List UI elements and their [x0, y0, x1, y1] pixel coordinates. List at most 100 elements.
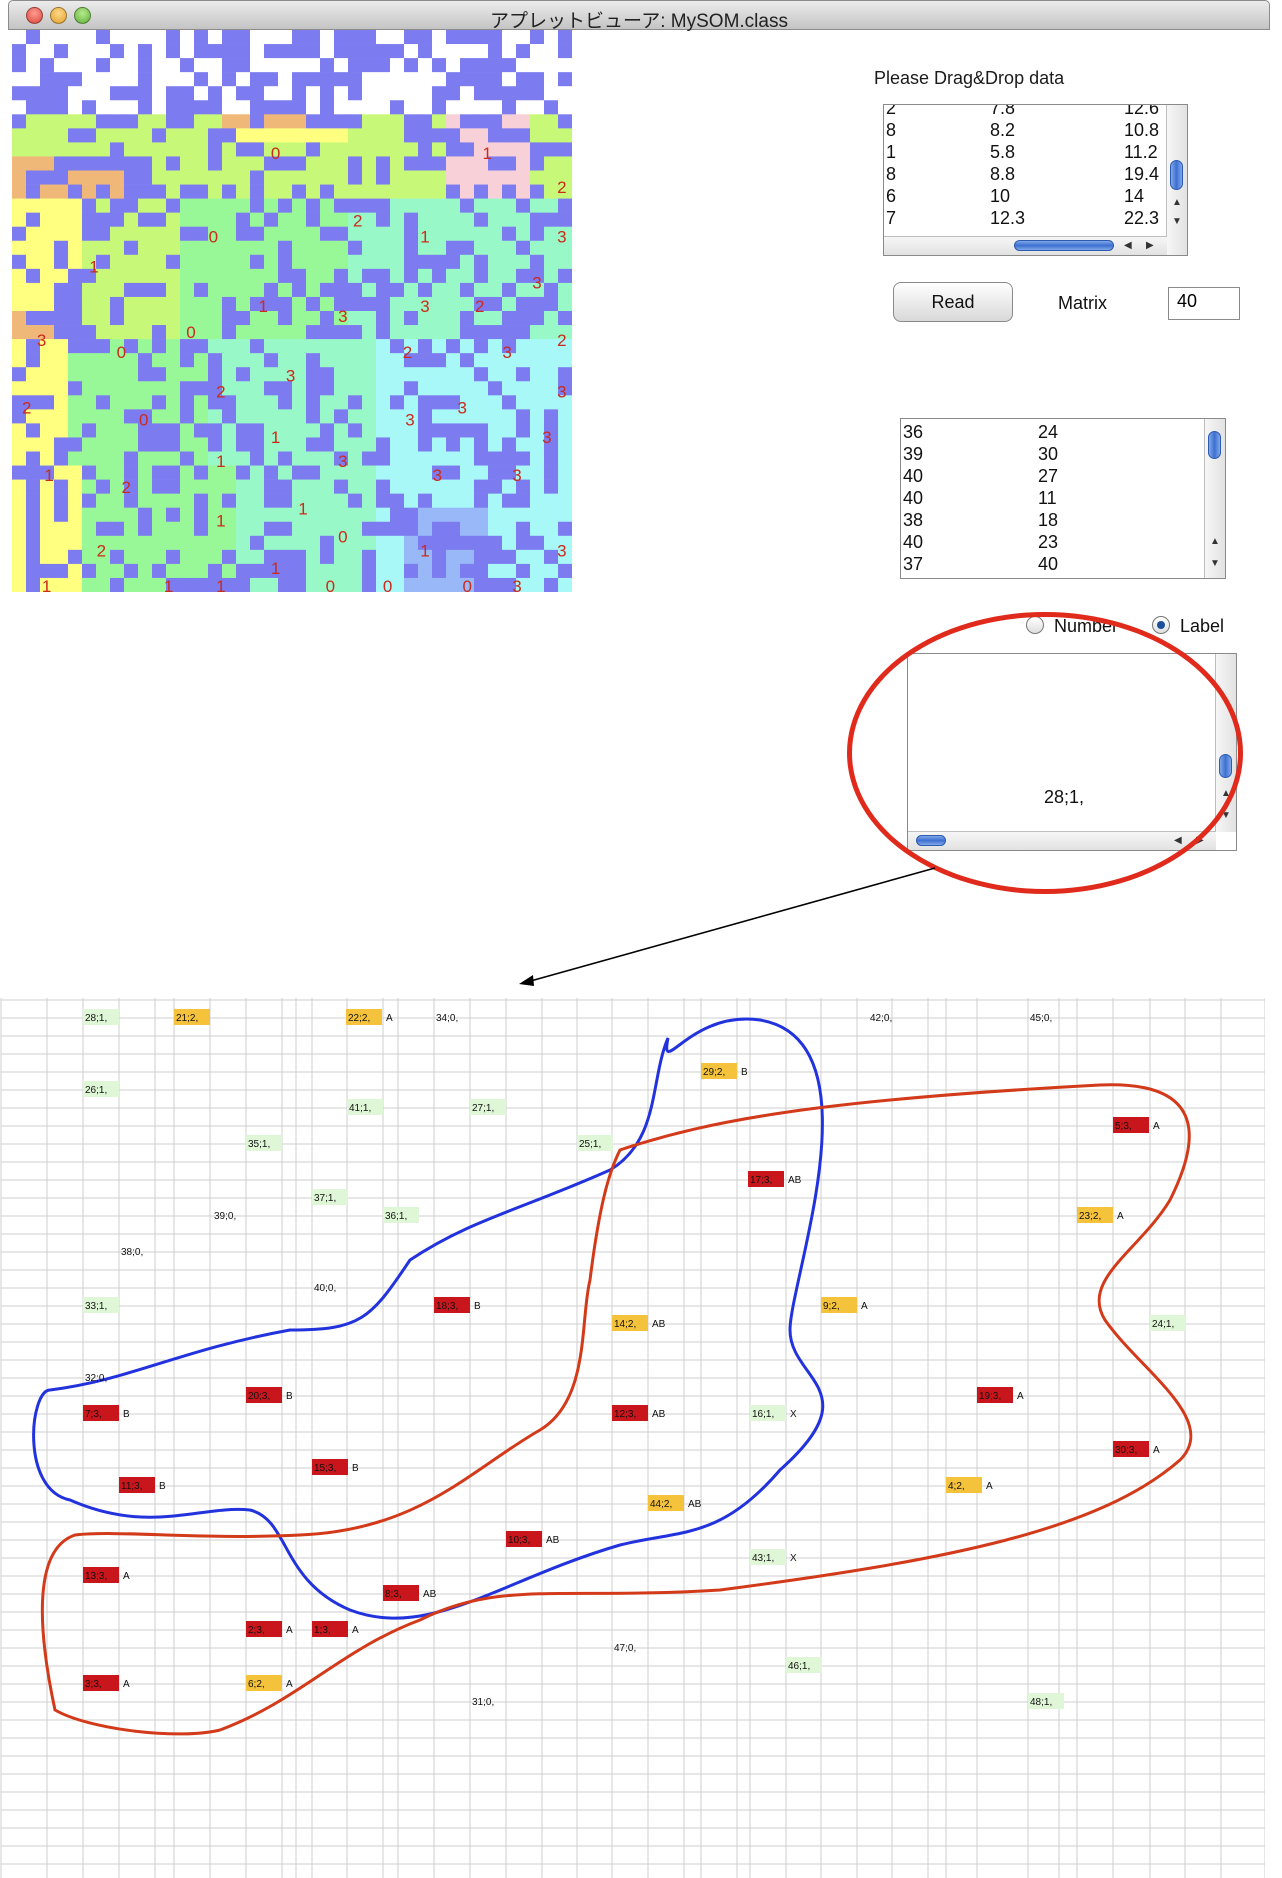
- som-cell: [404, 367, 419, 382]
- node-label-bg: [174, 1009, 210, 1025]
- som-cell: [376, 381, 391, 396]
- som-cell: [362, 535, 377, 551]
- som-cell: [460, 30, 475, 45]
- som-cell: [306, 44, 321, 59]
- som-cell: [488, 184, 503, 199]
- som-cell: [250, 212, 265, 227]
- scroll-up-icon[interactable]: ▲: [1210, 536, 1220, 547]
- zoom-window-button[interactable]: [74, 7, 91, 24]
- data-row[interactable]: 2 7.8 12.6: [884, 105, 1187, 120]
- coord-row[interactable]: 39 30: [901, 444, 1225, 466]
- coord-row[interactable]: 40 27: [901, 466, 1225, 488]
- som-cell: [124, 339, 139, 354]
- som-cell: [544, 339, 559, 354]
- som-cell: [418, 339, 433, 354]
- data-row[interactable]: 8 8.2 10.8: [884, 120, 1187, 142]
- som-cell: [96, 226, 111, 242]
- som-cell: [334, 563, 349, 579]
- som-cell: [208, 296, 223, 312]
- som-cell: [320, 563, 335, 579]
- som-cell: [544, 44, 559, 59]
- som-cell: [26, 339, 41, 354]
- som-cell: [334, 296, 349, 312]
- som-cell: [348, 198, 363, 213]
- som-cell: [474, 156, 489, 171]
- window-titlebar[interactable]: アプレットビューア: MySOM.class: [8, 0, 1270, 32]
- coord-row[interactable]: 38 18: [901, 510, 1225, 532]
- data-row[interactable]: 8 8.8 19.4: [884, 164, 1187, 186]
- data-list-hscroll[interactable]: ◀ ▶: [884, 236, 1167, 255]
- som-cell: [432, 254, 447, 270]
- som-cell: [222, 282, 237, 298]
- coord-cell: 30: [1038, 444, 1059, 464]
- data-list-vthumb[interactable]: [1170, 160, 1183, 190]
- coordinates-list[interactable]: 37 40 40 23 38 18 40 11 40 27 39 30 36 24 ▲ ▼: [900, 418, 1226, 579]
- som-cell: [334, 198, 349, 213]
- som-cell: [250, 409, 265, 424]
- data-row[interactable]: 1 5.8 11.2: [884, 142, 1187, 164]
- coord-row[interactable]: 37 40: [901, 554, 1225, 576]
- minimize-window-button[interactable]: [50, 7, 67, 24]
- som-cell: [222, 395, 237, 410]
- coord-row[interactable]: 40 23: [901, 532, 1225, 554]
- som-cell: [558, 479, 572, 494]
- som-cluster-label: 1: [482, 144, 491, 163]
- scroll-left-icon[interactable]: ◀: [1124, 240, 1132, 251]
- som-cell: [446, 339, 461, 354]
- som-cell: [264, 128, 279, 143]
- som-cell: [320, 282, 335, 298]
- data-list-hthumb[interactable]: [1014, 240, 1114, 251]
- data-row[interactable]: 7 12.3 22.3: [884, 208, 1187, 230]
- coord-list-vthumb[interactable]: [1208, 431, 1221, 459]
- scroll-right-icon[interactable]: ▶: [1146, 240, 1154, 251]
- som-cell: [502, 479, 517, 494]
- grid-node-label: 24;1,: [1150, 1315, 1186, 1331]
- scroll-down-icon[interactable]: ▼: [1221, 810, 1231, 821]
- som-cell: [530, 493, 545, 508]
- som-cell: [26, 577, 41, 592]
- radio-label[interactable]: [1152, 616, 1170, 634]
- som-cell: [26, 226, 41, 242]
- som-cell: [376, 254, 391, 270]
- som-cell: [138, 521, 153, 537]
- som-cell: [432, 507, 447, 523]
- som-cell: [236, 451, 251, 466]
- som-cell: [334, 395, 349, 410]
- som-cell: [278, 142, 293, 157]
- coord-row[interactable]: 40 11: [901, 488, 1225, 510]
- scroll-down-icon[interactable]: ▼: [1210, 558, 1220, 569]
- som-cell: [166, 409, 181, 424]
- data-list[interactable]: 7 12.3 22.3 6 10 14 8 8.8 19.4 1 5.8 11.2 8 8.2 10.8 2 7…: [883, 104, 1188, 256]
- som-cell: [516, 240, 531, 256]
- som-cell: [124, 563, 139, 579]
- som-cell: [82, 240, 97, 256]
- close-window-button[interactable]: [26, 7, 43, 24]
- som-cell: [516, 465, 531, 480]
- node-class-label: X: [790, 1553, 797, 1564]
- som-cell: [488, 240, 503, 256]
- som-cell: [348, 212, 363, 227]
- read-button[interactable]: Read: [893, 282, 1013, 322]
- coord-list-vscroll[interactable]: ▲ ▼: [1204, 419, 1225, 578]
- som-cell: [460, 507, 475, 523]
- som-cell: [124, 254, 139, 270]
- scroll-down-icon[interactable]: ▼: [1172, 216, 1182, 227]
- node-id-label: 26;1,: [85, 1085, 107, 1096]
- scroll-up-icon[interactable]: ▲: [1172, 197, 1182, 208]
- som-cell: [110, 240, 125, 256]
- grid-node-label: 7;3, B: [83, 1405, 130, 1421]
- som-cell: [530, 409, 545, 424]
- som-cell: [558, 521, 572, 537]
- som-cell: [432, 353, 447, 368]
- som-cell: [292, 128, 307, 143]
- som-cell: [278, 128, 293, 143]
- data-list-vscroll[interactable]: ▲ ▼: [1166, 105, 1187, 255]
- coord-row[interactable]: 36 24: [901, 422, 1225, 444]
- som-cell: [446, 395, 461, 410]
- som-cell: [516, 367, 531, 382]
- data-row[interactable]: 6 10 14: [884, 186, 1187, 208]
- matrix-size-input[interactable]: 40: [1168, 287, 1240, 320]
- som-cell: [264, 296, 279, 312]
- som-cluster-label: 0: [338, 527, 347, 546]
- som-cell: [446, 493, 461, 508]
